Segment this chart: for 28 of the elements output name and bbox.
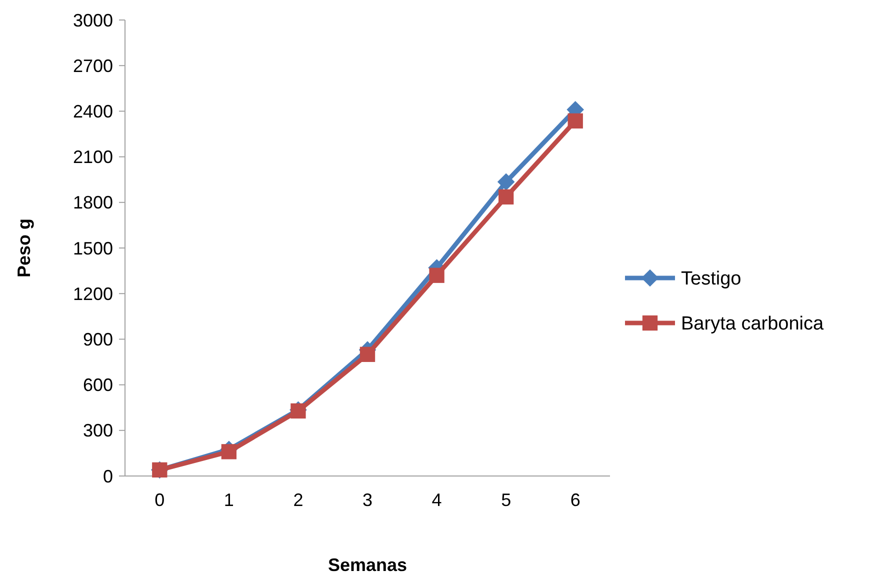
y-tick-label: 2700: [72, 56, 113, 76]
x-tick-label: 2: [293, 490, 304, 510]
y-tick-label: 0: [102, 466, 113, 486]
y-tick-label: 2100: [72, 147, 113, 168]
x-tick-label: 3: [362, 490, 373, 510]
x-tick-label: 6: [570, 490, 580, 510]
legend-label: Testigo: [681, 268, 742, 290]
y-tick-label: 2400: [72, 102, 113, 122]
point: [568, 113, 583, 129]
y-tick-label: 1500: [72, 238, 113, 258]
x-tick-label: 0: [154, 490, 165, 510]
y-tick-label: 1800: [72, 192, 113, 213]
point: [429, 268, 444, 283]
y-tick-label: 1200: [72, 284, 113, 304]
point: [497, 173, 515, 191]
point: [221, 444, 237, 460]
x-tick-label: 4: [432, 490, 442, 510]
y-axis-title: Peso g: [14, 218, 34, 278]
point: [498, 189, 514, 205]
y-tick-label: 900: [82, 330, 113, 350]
point: [360, 346, 376, 362]
y-tick-label: 300: [82, 420, 113, 441]
x-tick-label: 5: [501, 490, 512, 510]
legend-label: Baryta carbonica: [681, 314, 824, 335]
y-tick-label: 600: [82, 375, 113, 396]
x-tick-label: 1: [224, 490, 234, 510]
x-axis-title: Semanas: [328, 555, 408, 575]
y-tick-label: 3000: [72, 10, 113, 30]
